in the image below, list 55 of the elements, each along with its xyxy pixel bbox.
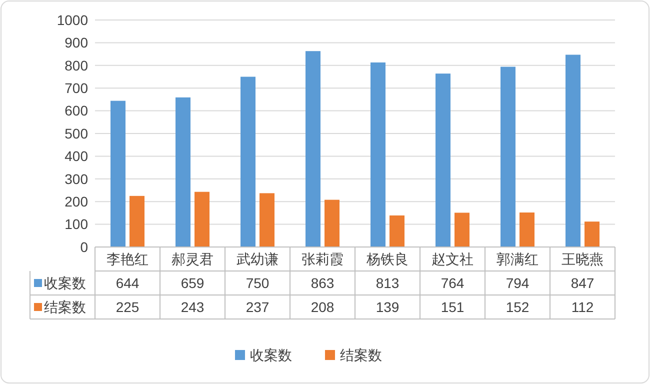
y-tick-label: 500 [64,125,88,142]
data-label: 863 [310,274,334,291]
x-tick-label: 武幼谦 [236,250,278,267]
data-label: 152 [506,298,530,315]
bar [370,62,386,247]
y-tick-label: 400 [64,148,88,164]
legend-label: 结案数 [44,298,86,315]
text: 结案数 [340,346,382,363]
y-tick-label: 900 [64,34,88,51]
bar [500,66,516,247]
bar [130,196,144,247]
data-label: 847 [570,274,594,291]
y-tick-label: 1000 [56,12,88,28]
data-label: 237 [246,298,270,315]
y-tick-label: 300 [64,170,88,187]
bar [306,51,320,247]
x-tick-label: 郭满红 [496,250,538,267]
y-tick-label: 100 [64,216,88,232]
bar [110,100,126,247]
data-label: 659 [180,274,204,291]
y-tick-label: 200 [64,194,88,210]
data-label: 750 [246,274,270,291]
bar [240,76,256,247]
data-label: 243 [180,298,204,315]
y-tick-label: 0 [80,238,88,255]
x-tick-label: 郝灵君 [172,250,214,267]
x-tick-label: 赵文社 [432,250,474,267]
bar [260,193,274,247]
bar [390,215,404,247]
bar [454,212,470,247]
bar [436,74,450,247]
x-tick-label: 杨铁良 [366,250,408,267]
bar [324,200,340,247]
text: 收案数 [250,346,292,363]
data-label: 794 [506,274,530,291]
y-tick-label: 800 [64,57,88,74]
data-label: 225 [116,298,140,315]
data-label: 151 [440,298,464,315]
bar [566,54,580,247]
data-label: 208 [310,298,334,315]
legend-label: 收案数 [44,274,86,291]
bar [194,192,210,247]
x-tick-label: 王晓燕 [562,250,604,267]
bar [520,212,534,247]
y-tick-label: 600 [64,102,88,119]
bar [176,97,190,247]
x-tick-label: 李艳红 [106,250,148,267]
data-label: 139 [376,298,400,315]
bar [584,222,600,247]
x-tick-label: 张莉霞 [302,250,344,267]
data-label: 112 [571,298,594,315]
y-tick-label: 700 [64,80,88,96]
data-label: 813 [376,274,400,291]
data-label: 644 [116,274,140,291]
data-label: 764 [440,274,464,291]
